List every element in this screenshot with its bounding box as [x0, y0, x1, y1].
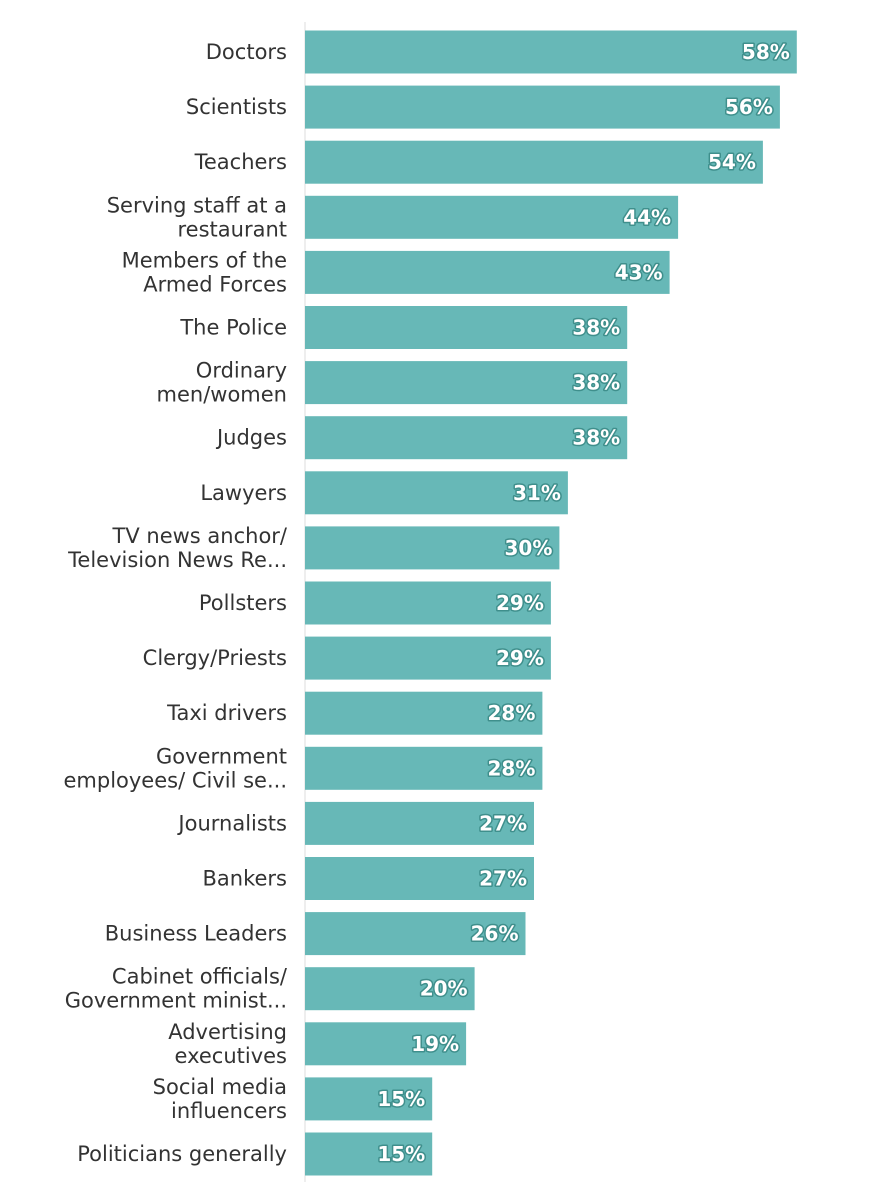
category-label-line: executives — [175, 1044, 287, 1068]
bar-10 — [305, 581, 551, 625]
category-label-line: TV news anchor/ — [112, 524, 288, 548]
bar-15 — [305, 857, 534, 900]
value-label-8: 31% — [513, 481, 561, 505]
category-label-15: Bankers — [203, 867, 288, 891]
bar-6 — [305, 361, 628, 405]
value-label-13: 28% — [488, 756, 536, 780]
value-label-0: 58% — [742, 40, 790, 64]
value-label-6: 38% — [572, 371, 620, 395]
category-label-line: Business Leaders — [105, 922, 287, 946]
category-label-line: Judges — [215, 426, 287, 450]
value-label-1: 56% — [725, 95, 773, 119]
category-label-4: Members of the Armed Forces — [122, 248, 287, 296]
category-label-line: Government minist... — [65, 989, 287, 1013]
category-label-2: Teachers — [194, 150, 287, 174]
bar-8 — [305, 471, 568, 515]
category-label-18: Advertising executives — [168, 1020, 287, 1068]
category-label-3: Serving staff at a restaurant — [107, 193, 287, 241]
category-label-line: Teachers — [194, 150, 287, 174]
bar-20 — [305, 1132, 433, 1176]
value-label-9: 30% — [505, 536, 553, 560]
category-label-14: Journalists — [176, 811, 287, 835]
value-labels-layer: 58% 56% 54% 44% 43% 38% 38% 38% 31% 30% 29% 29% 28% 2… — [376, 39, 791, 1168]
bar-0 — [305, 30, 797, 74]
category-label-20: Politicians generally — [77, 1142, 287, 1166]
category-label-line: Journalists — [176, 811, 287, 835]
bar-2 — [305, 140, 763, 184]
value-label-16: 26% — [471, 922, 519, 946]
value-label-12: 28% — [488, 701, 536, 725]
category-label-line: Members of the — [122, 248, 287, 272]
bars-layer — [305, 30, 797, 1176]
category-label-line: Social media — [153, 1075, 287, 1099]
category-label-8: Lawyers — [200, 481, 287, 505]
value-label-20: 15% — [377, 1142, 425, 1166]
category-label-line: restaurant — [178, 217, 288, 241]
category-label-line: Cabinet officials/ — [112, 965, 288, 989]
category-label-line: Clergy/Priests — [143, 646, 287, 670]
category-label-13: Government employees/ Civil se... — [63, 744, 287, 792]
bar-4 — [305, 250, 670, 294]
category-label-12: Taxi drivers — [166, 701, 287, 725]
bar-11 — [305, 636, 551, 680]
category-label-line: Armed Forces — [143, 272, 287, 296]
value-label-17: 20% — [420, 977, 468, 1001]
value-label-5: 38% — [572, 316, 620, 340]
bar-5 — [305, 306, 628, 349]
value-label-11: 29% — [496, 646, 544, 670]
value-label-14: 27% — [479, 811, 527, 835]
category-label-line: Serving staff at a — [107, 193, 287, 217]
value-label-7: 38% — [572, 426, 620, 450]
value-label-2: 54% — [708, 150, 756, 174]
bar-17 — [305, 967, 475, 1011]
value-label-3: 44% — [623, 205, 671, 229]
category-label-line: Television News Re... — [67, 548, 287, 572]
category-label-line: The Police — [179, 316, 287, 340]
category-label-line: Taxi drivers — [166, 701, 287, 725]
bar-7 — [305, 416, 628, 460]
category-label-19: Social media influencers — [153, 1075, 287, 1123]
bar-18 — [305, 1022, 467, 1066]
bar-12 — [305, 691, 543, 735]
category-label-line: Doctors — [206, 40, 287, 64]
bar-14 — [305, 801, 534, 845]
bar-3 — [305, 195, 679, 239]
category-label-11: Clergy/Priests — [143, 646, 287, 670]
category-label-0: Doctors — [206, 40, 287, 64]
category-label-6: Ordinary men/women — [157, 359, 287, 407]
value-label-18: 19% — [411, 1032, 459, 1056]
category-label-5: The Police — [179, 316, 287, 340]
bar-19 — [305, 1077, 433, 1121]
category-label-line: Advertising — [168, 1020, 287, 1044]
category-label-line: men/women — [157, 383, 287, 407]
category-label-1: Scientists — [186, 95, 287, 119]
category-label-9: TV news anchor/Television News Re... — [67, 524, 288, 572]
category-label-line: Government — [156, 744, 287, 768]
category-label-7: Judges — [215, 426, 287, 450]
category-label-line: Lawyers — [200, 481, 287, 505]
category-label-line: influencers — [171, 1099, 287, 1123]
bar-9 — [305, 526, 560, 570]
value-label-4: 43% — [615, 260, 663, 284]
category-label-16: Business Leaders — [105, 922, 287, 946]
bar-13 — [305, 746, 543, 790]
category-label-line: Bankers — [203, 867, 288, 891]
value-label-19: 15% — [377, 1087, 425, 1111]
category-label-10: Pollsters — [199, 591, 287, 615]
value-label-15: 27% — [479, 867, 527, 891]
category-labels-layer: Doctors Scientists Teachers Serving staff a… — [63, 40, 287, 1166]
category-label-line: Ordinary — [196, 359, 287, 383]
category-label-line: Politicians generally — [77, 1142, 287, 1166]
category-label-line: Pollsters — [199, 591, 287, 615]
bar-1 — [305, 85, 780, 129]
category-label-line: Scientists — [186, 95, 287, 119]
category-label-line: employees/ Civil se... — [63, 768, 287, 792]
category-label-17: Cabinet officials/Government minist... — [65, 965, 288, 1013]
value-label-10: 29% — [496, 591, 544, 615]
bar-16 — [305, 912, 526, 956]
